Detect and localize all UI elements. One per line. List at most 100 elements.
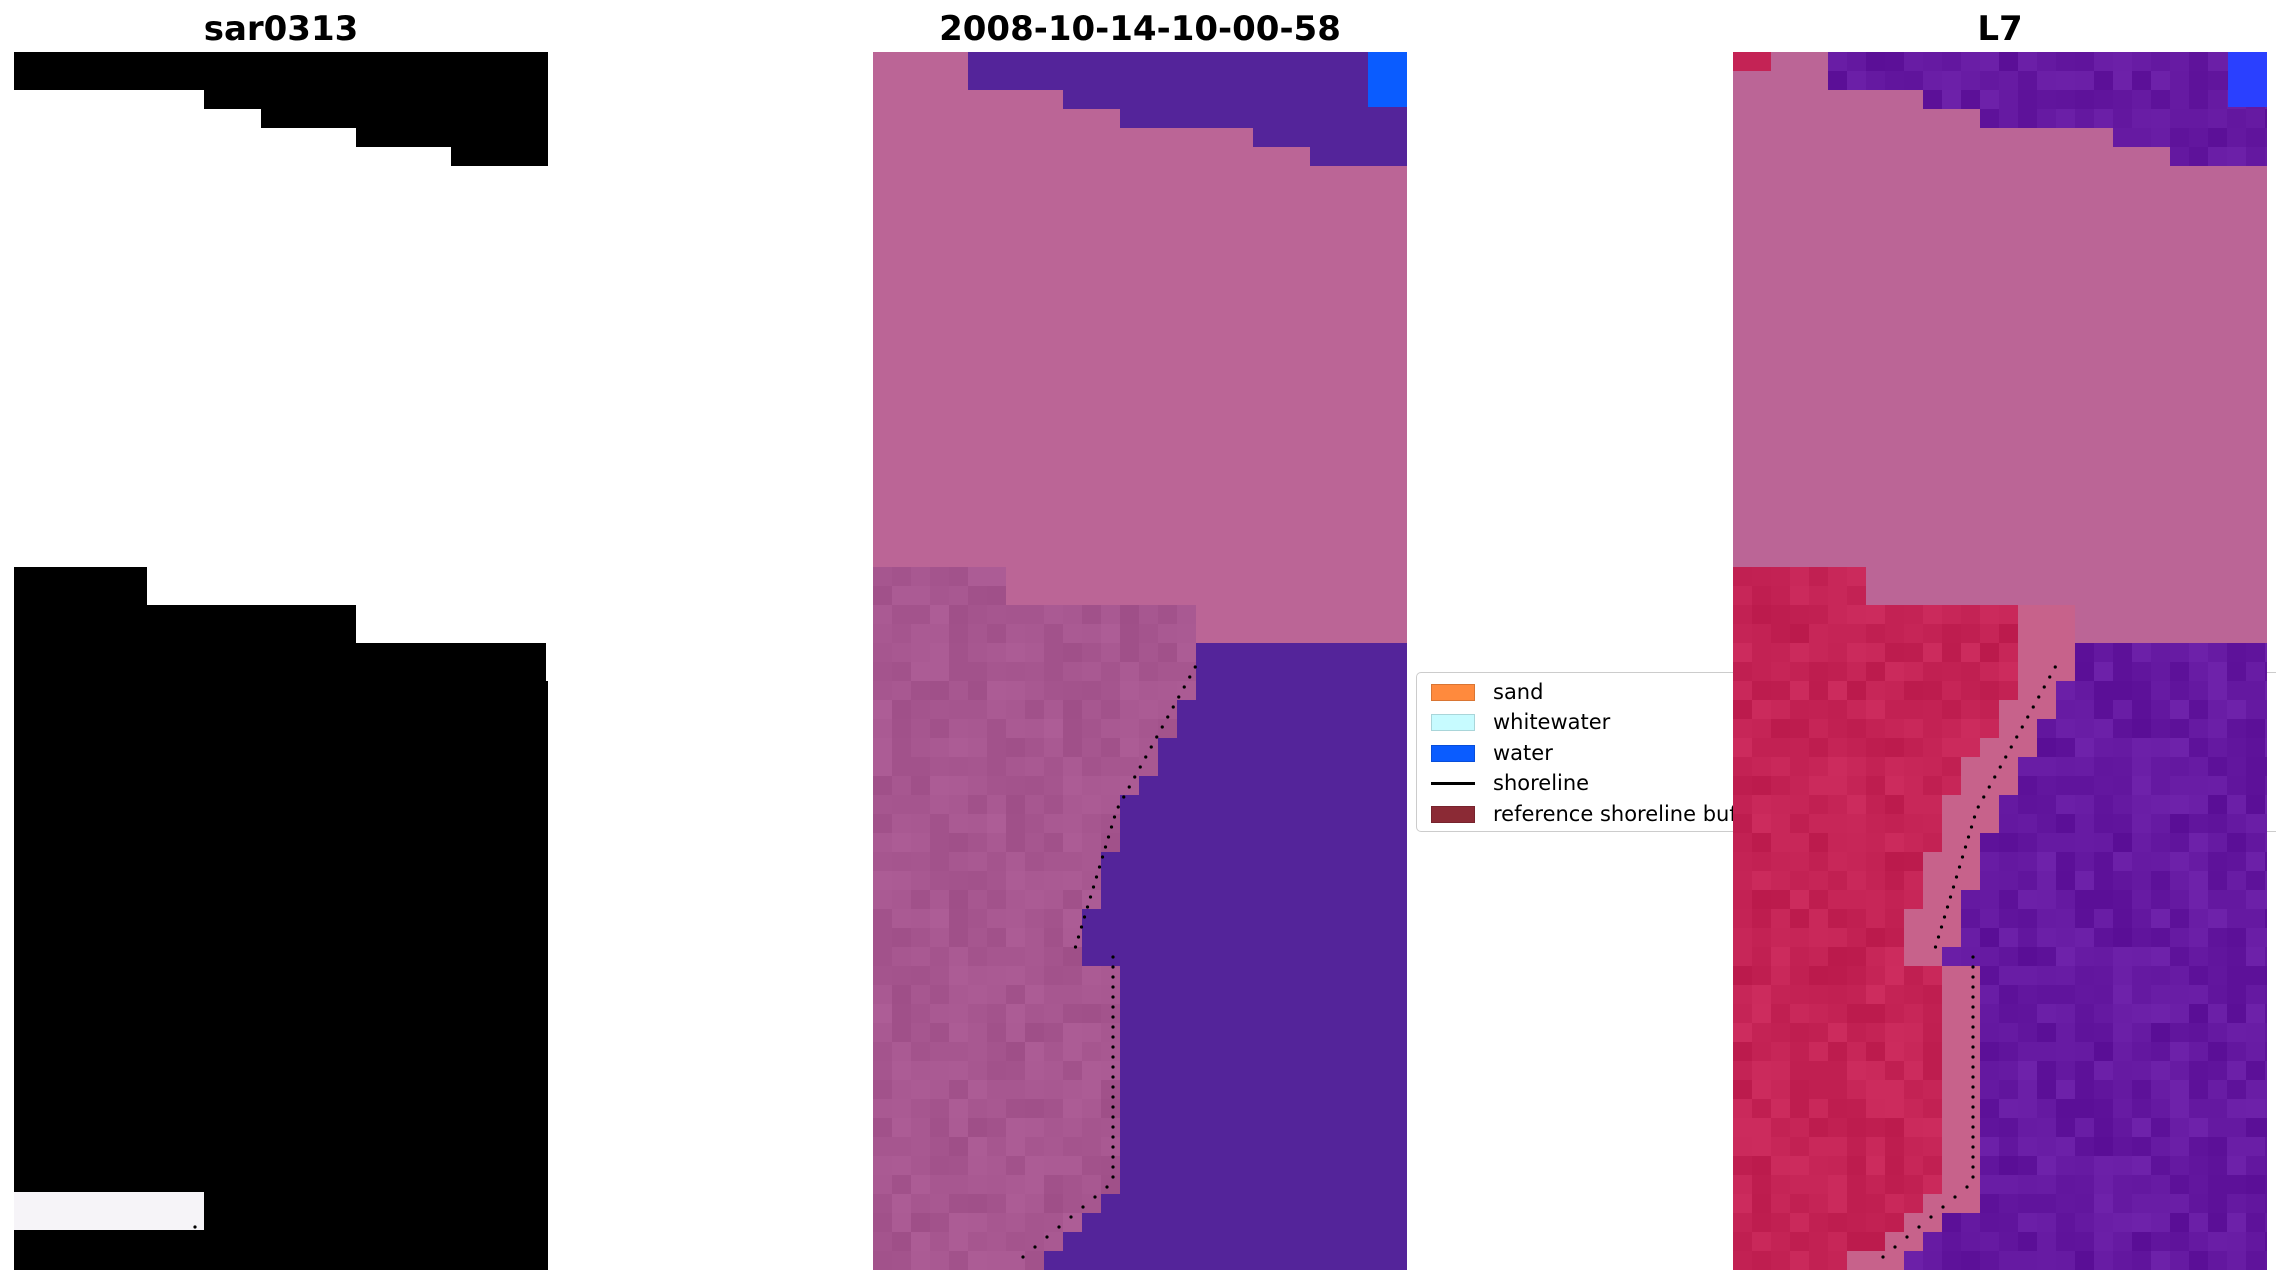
shoreline-point	[247, 1055, 251, 1059]
shoreline-point	[247, 1155, 251, 1159]
shoreline-point	[233, 865, 238, 869]
shoreline-point	[1105, 1185, 1109, 1189]
shoreline-point	[1111, 1175, 1115, 1179]
shoreline-point	[247, 1095, 251, 1099]
shoreline-point	[1111, 1025, 1115, 1029]
legend-label-shoreline: shoreline	[1493, 771, 1590, 795]
shoreline-point	[247, 1065, 251, 1069]
shoreline-point	[229, 1195, 233, 1199]
shoreline-point	[247, 995, 251, 999]
shoreline-point	[1106, 835, 1111, 839]
shoreline-point	[274, 765, 278, 769]
shoreline-point	[1111, 1115, 1115, 1119]
shoreline-point	[230, 875, 235, 879]
panel-title-index: L7	[1977, 9, 2023, 49]
index-image	[1733, 52, 2267, 1270]
shoreline-point	[1111, 975, 1115, 979]
shoreline-point	[1177, 695, 1181, 699]
shoreline-point	[1021, 1255, 1025, 1259]
shoreline-point	[1057, 1225, 1061, 1229]
shoreline-point	[1171, 705, 1175, 709]
shoreline-point	[1081, 1205, 1085, 1209]
shoreline-point	[218, 915, 223, 919]
shoreline-point	[1182, 685, 1186, 689]
shoreline-point	[1111, 1045, 1115, 1049]
classified-image-panel	[873, 52, 1407, 1270]
shoreline-point	[285, 745, 289, 749]
shoreline-point	[1193, 665, 1197, 669]
shoreline-point	[1188, 675, 1192, 679]
legend-label-whitewater: whitewater	[1493, 710, 1611, 734]
legend-label-reference-buffer: reference shoreline buff	[1493, 802, 1744, 826]
shoreline-point	[247, 1025, 251, 1029]
shoreline-point	[221, 905, 226, 909]
shoreline-point	[1133, 775, 1137, 779]
shoreline-point	[1069, 1215, 1073, 1219]
shoreline-point	[291, 735, 295, 739]
panel-title-rgb: sar0313	[203, 9, 359, 49]
shoreline-point	[252, 805, 256, 809]
shoreline-point	[1111, 1105, 1115, 1109]
shoreline-point	[247, 985, 251, 989]
legend-label-water: water	[1493, 741, 1553, 765]
shoreline-point	[1111, 1055, 1115, 1059]
shoreline-point	[247, 1005, 251, 1009]
shoreline-point	[1076, 935, 1081, 939]
shoreline-point	[224, 895, 229, 899]
shoreline-point	[227, 885, 232, 889]
shoreline-point	[1111, 1135, 1115, 1139]
shoreline-point	[247, 1145, 251, 1149]
shoreline-point	[1111, 995, 1115, 999]
shoreline-point	[1088, 895, 1093, 899]
shoreline-point	[169, 1245, 173, 1249]
shoreline-point	[1097, 865, 1102, 869]
shoreline-point	[1111, 1125, 1115, 1129]
shoreline-point	[247, 1085, 251, 1089]
shoreline-point	[245, 825, 250, 829]
shoreline-point	[324, 675, 328, 679]
whitewater-patch	[14, 1192, 204, 1230]
water-swatch	[1431, 744, 1475, 762]
shoreline-point	[329, 665, 333, 669]
shoreline-point	[1111, 1165, 1115, 1169]
shoreline-point	[217, 1205, 221, 1209]
shoreline-point	[1111, 1085, 1115, 1089]
shoreline-point	[1160, 725, 1164, 729]
sand-swatch	[1431, 683, 1475, 701]
shoreline-point	[263, 785, 267, 789]
shoreline-point	[247, 1165, 251, 1169]
whitewater-swatch	[1431, 713, 1475, 731]
legend-item-sand: sand	[1431, 677, 1543, 707]
shoreline-point	[247, 1125, 251, 1129]
legend-item-shoreline: shoreline	[1431, 768, 1589, 798]
shoreline-point	[280, 755, 284, 759]
shoreline-point	[212, 935, 217, 939]
shoreline-point	[247, 1135, 251, 1139]
shoreline-line-swatch	[1431, 781, 1475, 785]
shoreline-point	[1111, 1075, 1115, 1079]
shoreline-point	[1111, 1005, 1115, 1009]
shoreline-point	[1166, 715, 1170, 719]
legend: sand whitewater water shoreline referenc…	[1416, 672, 2276, 832]
shoreline-point	[241, 1185, 245, 1189]
shoreline-point	[1111, 985, 1115, 989]
shoreline-point	[258, 795, 262, 799]
shoreline-point	[313, 695, 317, 699]
shoreline-point	[1122, 795, 1126, 799]
index-image-panel	[1733, 52, 2267, 1270]
shoreline-point	[247, 1175, 251, 1179]
shoreline-point	[1103, 845, 1108, 849]
shoreline-point	[296, 725, 300, 729]
shoreline-point	[318, 685, 322, 689]
shoreline-point	[1111, 955, 1115, 959]
shoreline-point	[1082, 915, 1087, 919]
shoreline-point	[157, 1255, 161, 1259]
shoreline-point	[1149, 745, 1153, 749]
shoreline-point	[242, 835, 247, 839]
classified-image	[873, 52, 1407, 1270]
rgb-image	[14, 52, 548, 1270]
reference-buffer-swatch	[1431, 805, 1475, 823]
shoreline-point	[1033, 1245, 1037, 1249]
shoreline-point	[1111, 965, 1115, 969]
shoreline-point	[181, 1235, 185, 1239]
